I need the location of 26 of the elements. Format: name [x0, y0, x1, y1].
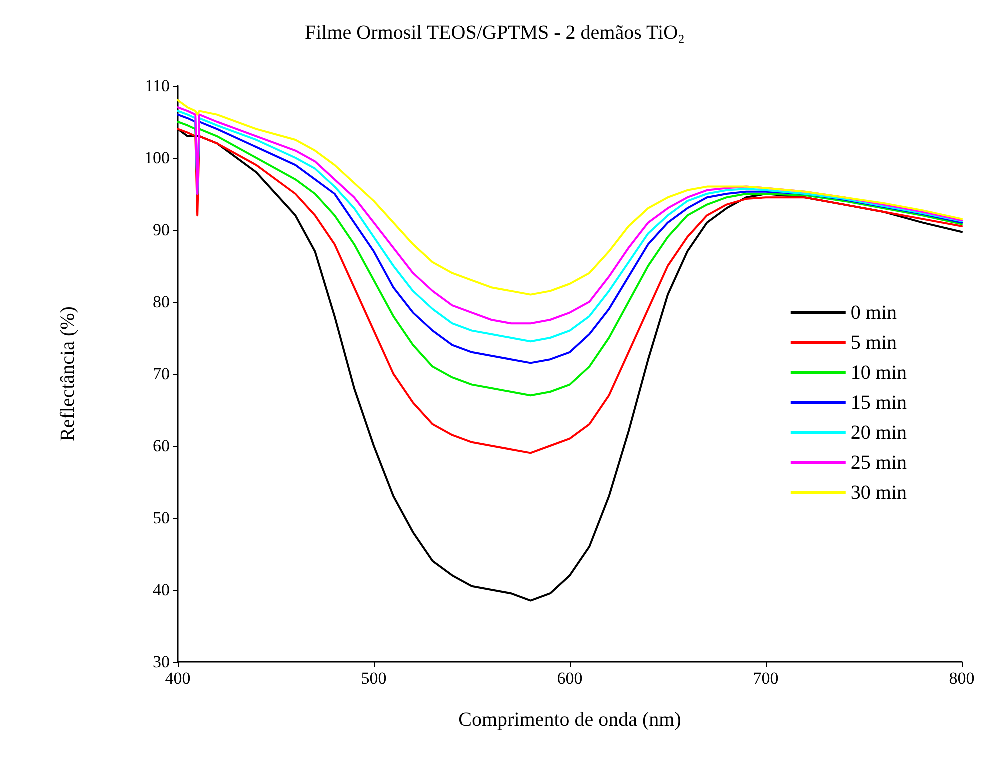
x-axis-title: Comprimento de onda (nm) — [458, 709, 682, 731]
y-tick-label: 80 — [153, 292, 170, 312]
legend-label: 15 min — [850, 392, 908, 414]
x-tick-label: 500 — [361, 669, 387, 688]
x-tick-label: 400 — [165, 669, 191, 688]
legend-label: 20 min — [850, 422, 908, 444]
y-tick-label: 40 — [153, 580, 170, 600]
x-tick-label: 700 — [753, 669, 779, 688]
y-axis-title: Reflectância (%) — [57, 306, 79, 442]
x-tick-label: 600 — [557, 669, 583, 688]
legend-label: 30 min — [850, 482, 908, 504]
y-tick-label: 60 — [153, 436, 170, 456]
line-series — [177, 99, 963, 296]
y-tick-label: 30 — [153, 652, 170, 672]
y-tick-label: 110 — [145, 76, 170, 96]
y-tick-label: 50 — [153, 508, 170, 528]
line-series — [177, 128, 963, 454]
legend-label: 10 min — [850, 362, 908, 384]
chart-title: Filme Ormosil TEOS/GPTMS - 2 demãos TiO₂ — [305, 22, 685, 44]
legend-label: 0 min — [850, 302, 898, 324]
y-tick-label: 70 — [153, 364, 170, 384]
y-tick-label: 90 — [153, 220, 170, 240]
legend-label: 25 min — [850, 452, 908, 474]
x-tick-label: 800 — [949, 669, 975, 688]
y-tick-label: 100 — [144, 148, 170, 168]
legend-label: 5 min — [850, 332, 898, 354]
